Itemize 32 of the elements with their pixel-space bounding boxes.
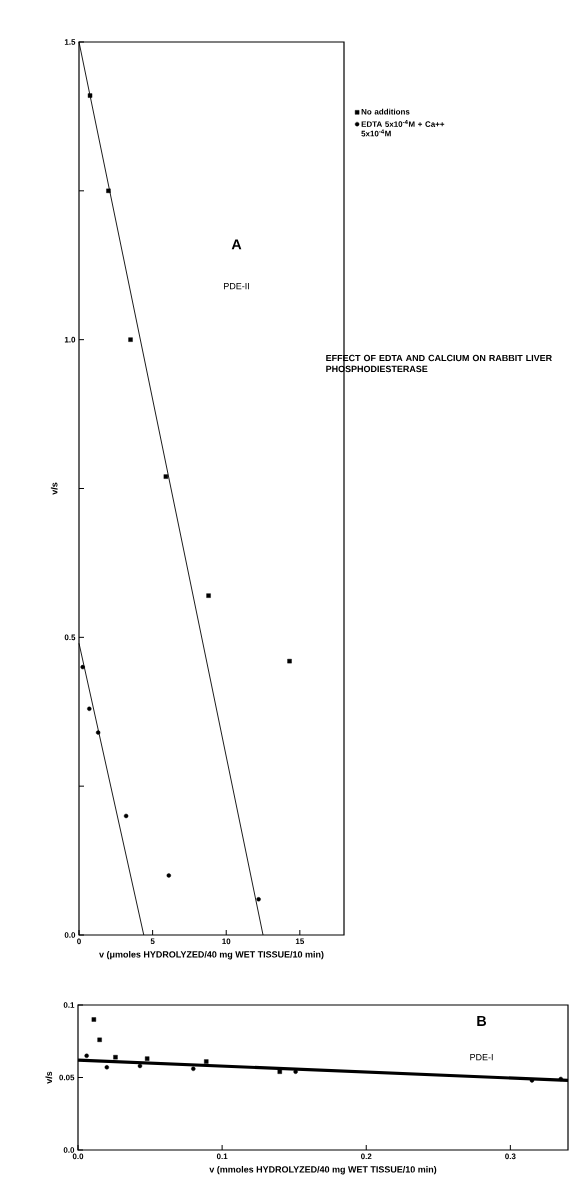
point xyxy=(163,474,169,479)
point xyxy=(95,730,101,735)
annotation: B xyxy=(477,1016,487,1026)
y-axis-title: v/s xyxy=(50,482,58,495)
point xyxy=(87,93,93,98)
point xyxy=(91,1017,97,1022)
point xyxy=(97,1037,102,1042)
point xyxy=(293,1069,298,1074)
y-axis-title: v/s xyxy=(45,1071,53,1084)
point xyxy=(191,1066,196,1071)
point xyxy=(87,706,92,711)
point xyxy=(166,873,171,878)
point xyxy=(104,1065,110,1070)
point xyxy=(204,1059,209,1064)
annotation: A xyxy=(231,239,242,250)
point xyxy=(113,1055,118,1060)
point xyxy=(137,1063,143,1069)
point xyxy=(558,1076,563,1082)
point xyxy=(123,813,129,819)
x-axis-title: v (mmoles HYDROLYZED/40 mg WET TISSUE/10 min) xyxy=(209,1166,437,1175)
point xyxy=(256,897,261,902)
annotation: PDE-I xyxy=(470,1054,493,1061)
point xyxy=(144,1056,150,1061)
x-axis-title: v (μmoles HYDROLYZED/40 mg WET TISSUE/10 min) xyxy=(99,951,324,960)
point xyxy=(128,337,133,342)
annotation: PDE-II xyxy=(224,282,249,290)
point xyxy=(277,1069,282,1074)
point xyxy=(206,593,211,598)
point xyxy=(287,658,292,664)
point xyxy=(80,664,85,670)
point xyxy=(106,188,111,194)
point xyxy=(84,1053,89,1058)
